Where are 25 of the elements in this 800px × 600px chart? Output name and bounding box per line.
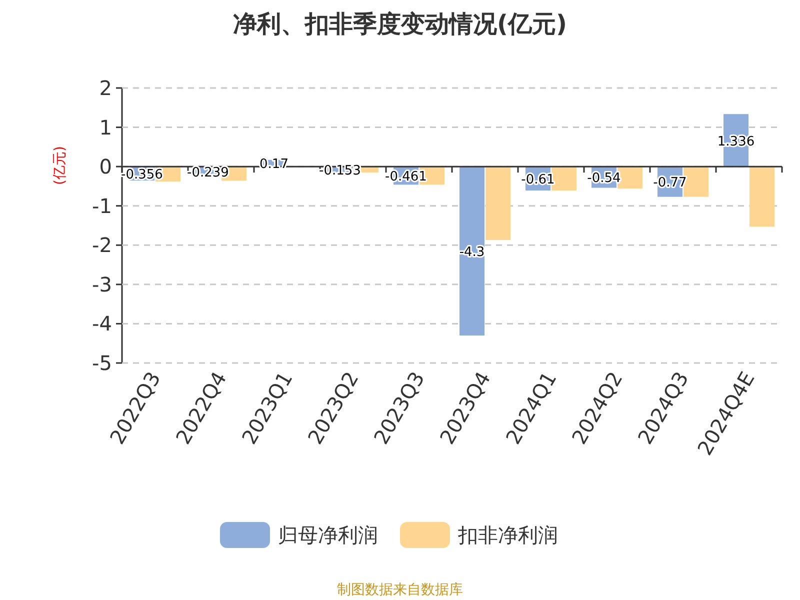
y-tick-label: 2 [99, 76, 112, 100]
y-tick-label: -3 [92, 272, 112, 296]
data-label: -0.153 [319, 164, 361, 179]
data-label: -0.461 [385, 170, 427, 185]
y-tick-label: 1 [99, 115, 112, 140]
y-tick-label: -2 [92, 233, 112, 258]
text: 制图数据来自数据库 [337, 582, 463, 598]
data-label: 1.336 [717, 134, 755, 150]
bar [750, 166, 774, 227]
data-label: -0.77 [653, 176, 687, 191]
y-tick-label: -4 [92, 312, 112, 336]
data-label: -4.3 [459, 245, 485, 260]
y-axis-title: (亿元) [52, 146, 68, 185]
data-label: -0.61 [521, 172, 555, 188]
y-tick-label: -5 [92, 351, 112, 375]
bar [552, 166, 576, 191]
data-label: -0.239 [187, 165, 229, 180]
bar [460, 166, 484, 336]
legend-label: 扣非净利润 [457, 523, 558, 547]
data-label: -0.54 [587, 171, 621, 186]
y-tick-label: 0 [99, 154, 112, 179]
bar [486, 166, 510, 240]
y-tick-label: -1 [92, 194, 112, 218]
legend-label: 归母净利润 [278, 523, 378, 547]
chart-title: 净利、扣非季度变动情况(亿元) [233, 10, 567, 38]
